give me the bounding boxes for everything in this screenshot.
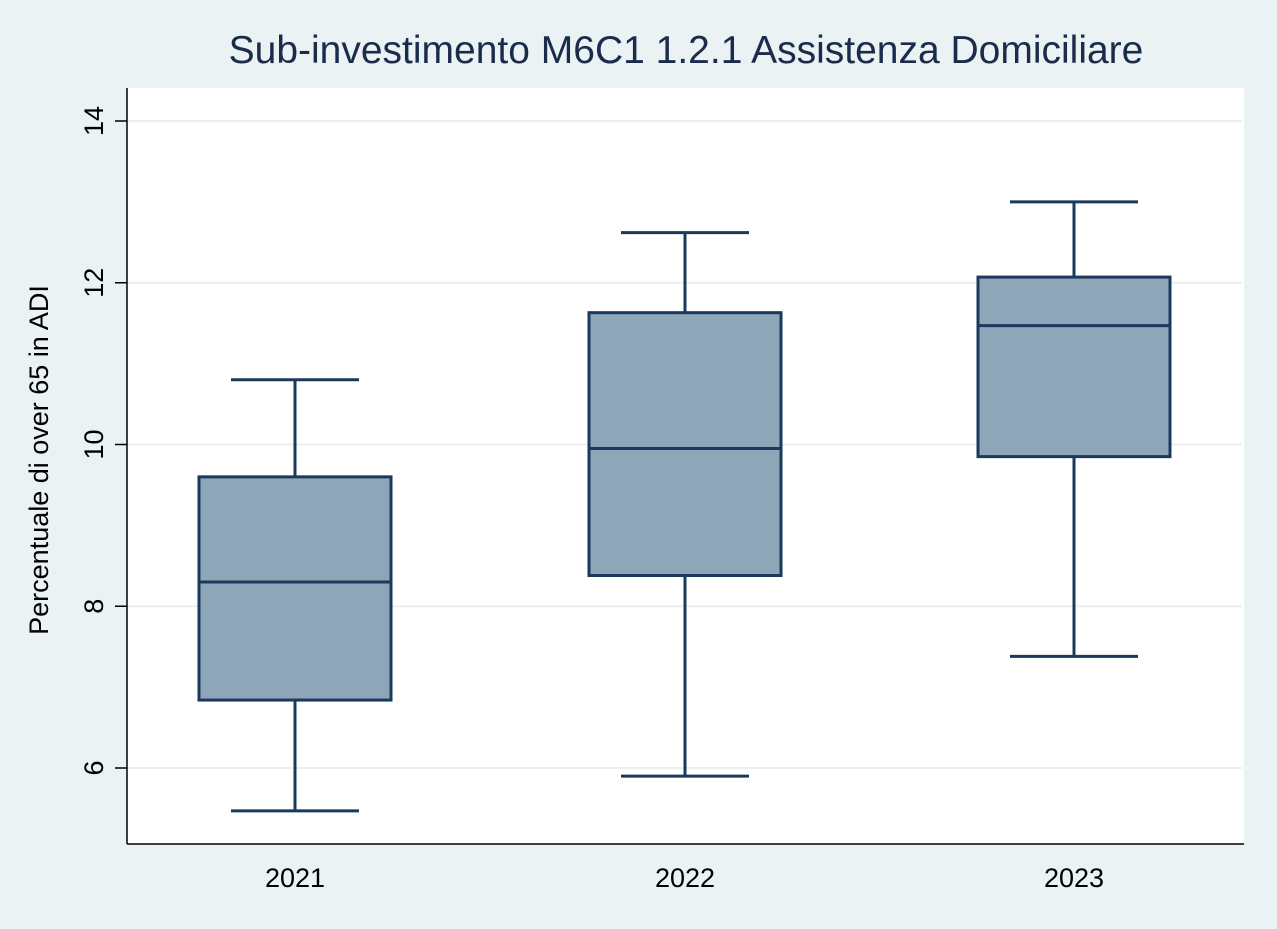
axes: 6 8 10 12 14 2021 2022 2023	[79, 88, 1244, 893]
x-tick-label: 2021	[265, 863, 325, 893]
y-tick-label: 6	[79, 760, 109, 775]
y-tick-label: 12	[79, 268, 109, 298]
y-tick-label: 10	[79, 429, 109, 459]
box-2022	[587, 231, 783, 778]
chart-title: Sub-investimento M6C1 1.2.1 Assistenza D…	[229, 29, 1144, 72]
x-tick-label: 2023	[1044, 863, 1104, 893]
y-tick-label: 14	[79, 106, 109, 136]
boxes	[197, 200, 1172, 813]
box-2023	[976, 200, 1172, 658]
box-2021	[197, 378, 393, 813]
y-tick-label: 8	[79, 599, 109, 614]
x-tick-label: 2022	[655, 863, 715, 893]
interquartile-box	[587, 311, 783, 578]
y-axis-label: Percentuale di over 65 in ADI	[24, 285, 54, 635]
interquartile-box	[197, 475, 393, 702]
interquartile-box	[976, 275, 1172, 459]
